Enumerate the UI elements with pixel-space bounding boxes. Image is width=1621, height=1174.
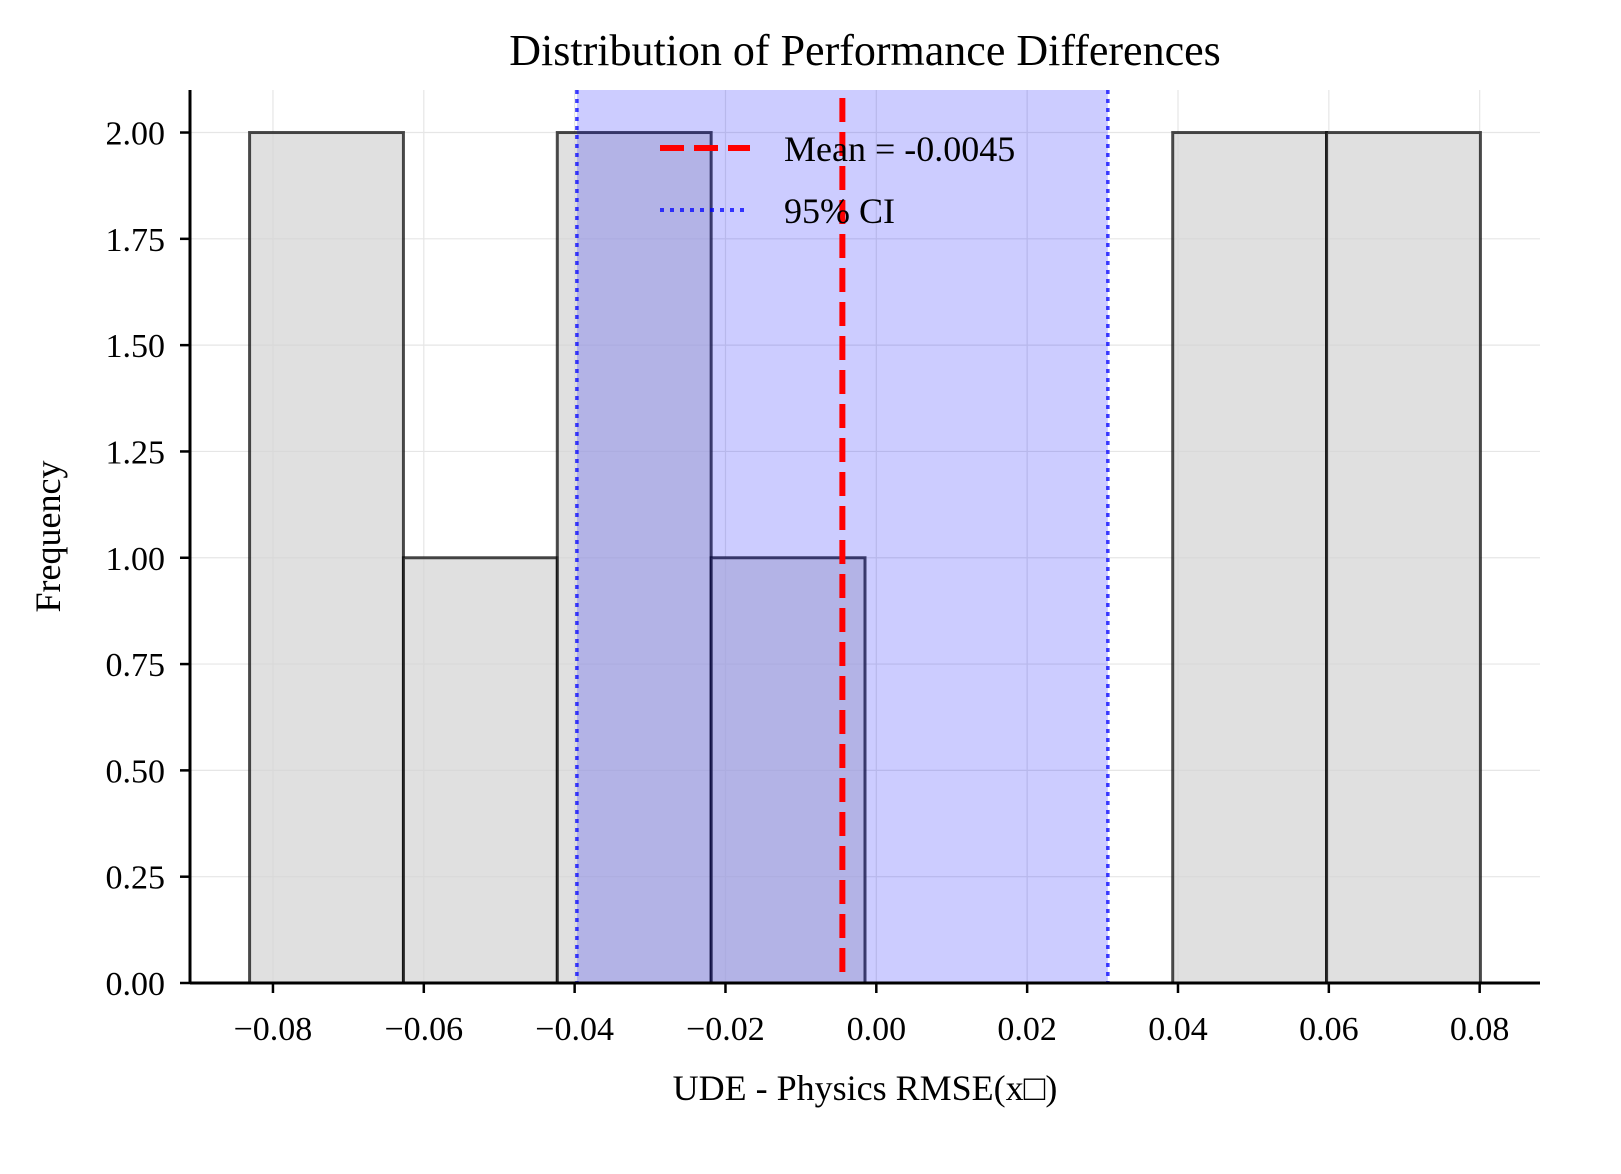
histogram-bar [709, 556, 867, 985]
y-tick-label: 0.50 [106, 753, 166, 790]
legend-mean-label: Mean = -0.0045 [784, 129, 1015, 169]
x-tick-label: −0.06 [384, 1011, 463, 1048]
x-tick-label: −0.08 [234, 1011, 313, 1048]
legend-ci-label: 95% CI [784, 191, 895, 231]
histogram-bar [555, 131, 713, 985]
x-tick-label: 0.04 [1148, 1011, 1208, 1048]
y-tick-label: 1.50 [106, 328, 166, 365]
y-tick-label: 1.00 [106, 541, 166, 578]
y-tick-label: 0.75 [106, 647, 166, 684]
chart-title: Distribution of Performance Differences [509, 26, 1221, 75]
x-tick-label: 0.06 [1299, 1011, 1359, 1048]
y-axis-ticks: 0.00 0.25 0.50 0.75 1.00 1.25 1.50 1.75 2.00 [106, 116, 190, 1003]
x-tick-label: −0.04 [535, 1011, 614, 1048]
histogram-bar [248, 131, 405, 985]
y-tick-label: 1.75 [106, 222, 166, 259]
y-tick-label: 1.25 [106, 434, 166, 471]
x-tick-label: 0.02 [997, 1011, 1057, 1048]
x-axis-ticks: −0.08 −0.06 −0.04 −0.02 0.00 0.02 0.04 0.06 0.08 [234, 983, 1510, 1048]
histogram-bar [1325, 131, 1482, 985]
y-tick-label: 0.25 [106, 860, 166, 897]
histogram-bar [401, 556, 559, 985]
y-tick-label: 2.00 [106, 116, 166, 153]
y-tick-label: 0.00 [106, 966, 166, 1003]
histogram-bars [248, 131, 1482, 985]
x-tick-label: 0.00 [847, 1011, 907, 1048]
x-tick-label: −0.02 [686, 1011, 765, 1048]
x-tick-label: 0.08 [1450, 1011, 1510, 1048]
histogram-bar [1171, 131, 1329, 985]
legend: Mean = -0.0045 95% CI [660, 129, 1015, 231]
y-axis-title: Frequency [28, 461, 68, 613]
x-axis-title: UDE - Physics RMSE(x□) [673, 1068, 1058, 1108]
